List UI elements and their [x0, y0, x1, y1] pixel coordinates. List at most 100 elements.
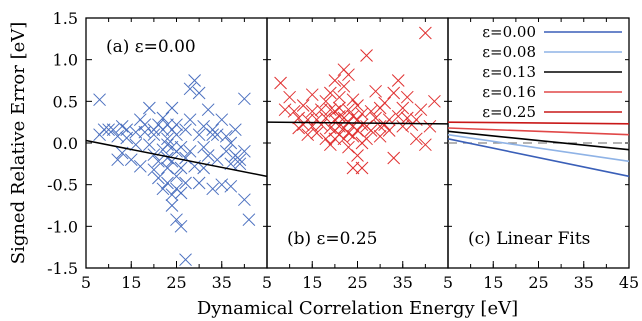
- data-point: [147, 128, 161, 142]
- x-tick-label: 5: [262, 273, 272, 292]
- data-point: [183, 82, 197, 96]
- x-tick-label: 5: [443, 273, 453, 292]
- data-point: [179, 151, 192, 165]
- fit-line: [85, 139, 268, 178]
- data-point: [170, 118, 183, 132]
- fit-series-line: [447, 130, 630, 151]
- fit-series-line: [447, 121, 630, 125]
- data-point: [351, 149, 364, 162]
- data-point: [391, 74, 405, 87]
- data-point: [170, 169, 183, 183]
- data-point: [183, 144, 197, 158]
- data-point: [278, 103, 292, 117]
- x-tick-label: 15: [302, 273, 322, 292]
- data-point: [102, 123, 115, 137]
- panel-b-label: (b) ε=0.25: [287, 229, 377, 249]
- data-point: [192, 128, 206, 142]
- legend-label: ε=0.25: [482, 103, 536, 121]
- data-point: [342, 140, 355, 154]
- data-point: [93, 93, 106, 107]
- x-tick-label: 35: [574, 273, 594, 292]
- x-tick-label: 25: [347, 273, 367, 292]
- data-point: [165, 188, 179, 202]
- data-point: [337, 132, 351, 146]
- data-point: [156, 111, 170, 125]
- data-point: [283, 90, 296, 104]
- data-point: [233, 157, 247, 171]
- data-point: [201, 149, 215, 162]
- data-point: [179, 253, 192, 267]
- data-point: [323, 86, 337, 100]
- x-tick-label: 25: [528, 273, 548, 292]
- data-point: [360, 49, 373, 62]
- data-point: [296, 99, 310, 112]
- data-point: [242, 213, 256, 227]
- data-point: [369, 84, 382, 98]
- data-point: [161, 161, 174, 175]
- y-axis-label: Signed Relative Error [eV]: [8, 22, 29, 265]
- data-point: [382, 124, 396, 137]
- data-point: [310, 126, 324, 140]
- data-point: [165, 101, 179, 115]
- data-point: [161, 176, 174, 190]
- x-tick-label: 5: [81, 273, 91, 292]
- x-axis-label: Dynamical Correlation Energy [eV]: [197, 298, 518, 319]
- y-tick-label: 0.5: [53, 92, 78, 111]
- data-point: [287, 104, 301, 118]
- data-point: [346, 129, 360, 143]
- y-tick-label: -0.5: [47, 176, 78, 195]
- data-point: [170, 213, 183, 227]
- data-point: [165, 199, 179, 212]
- data-point: [188, 74, 201, 87]
- data-point: [378, 96, 392, 110]
- data-point: [152, 154, 165, 168]
- data-point: [174, 186, 188, 200]
- data-point: [97, 123, 111, 137]
- y-tick-label: -1.0: [47, 217, 78, 236]
- data-point: [129, 125, 143, 139]
- data-point: [301, 113, 315, 127]
- data-point: [138, 118, 152, 132]
- fit-line: [266, 121, 449, 125]
- data-point: [183, 113, 197, 127]
- data-point: [396, 101, 410, 115]
- data-point: [129, 138, 143, 152]
- data-point: [179, 176, 192, 190]
- x-tick-label: 35: [393, 273, 413, 292]
- data-point: [238, 144, 251, 158]
- x-tick-label: 15: [483, 273, 503, 292]
- data-point: [323, 138, 337, 152]
- data-point: [333, 90, 346, 104]
- data-point: [423, 119, 437, 133]
- legend-label: ε=0.16: [482, 83, 536, 101]
- data-point: [314, 118, 328, 132]
- data-point: [328, 74, 342, 87]
- data-point: [414, 103, 428, 117]
- data-point: [387, 151, 401, 165]
- data-point: [355, 118, 369, 132]
- y-tick-label: 1.0: [53, 51, 78, 70]
- data-point: [228, 123, 242, 137]
- data-point: [319, 94, 333, 108]
- data-point: [219, 129, 233, 143]
- data-point: [197, 140, 211, 154]
- data-point: [210, 153, 224, 167]
- data-point: [174, 219, 188, 233]
- data-point: [319, 132, 333, 146]
- fit-series-line: [447, 133, 630, 163]
- data-point: [206, 128, 220, 142]
- data-point: [400, 90, 414, 104]
- data-point: [351, 124, 364, 137]
- data-point: [142, 138, 156, 152]
- data-point: [152, 171, 165, 185]
- data-point: [219, 144, 233, 158]
- y-tick-label: 1.5: [53, 9, 78, 28]
- panel-a-label: (a) ε=0.00: [106, 37, 196, 57]
- data-point: [192, 176, 206, 190]
- data-point: [179, 123, 192, 137]
- data-point: [192, 86, 206, 100]
- data-point: [373, 129, 387, 143]
- data-point: [224, 179, 238, 193]
- data-point: [419, 138, 432, 152]
- data-point: [428, 94, 441, 108]
